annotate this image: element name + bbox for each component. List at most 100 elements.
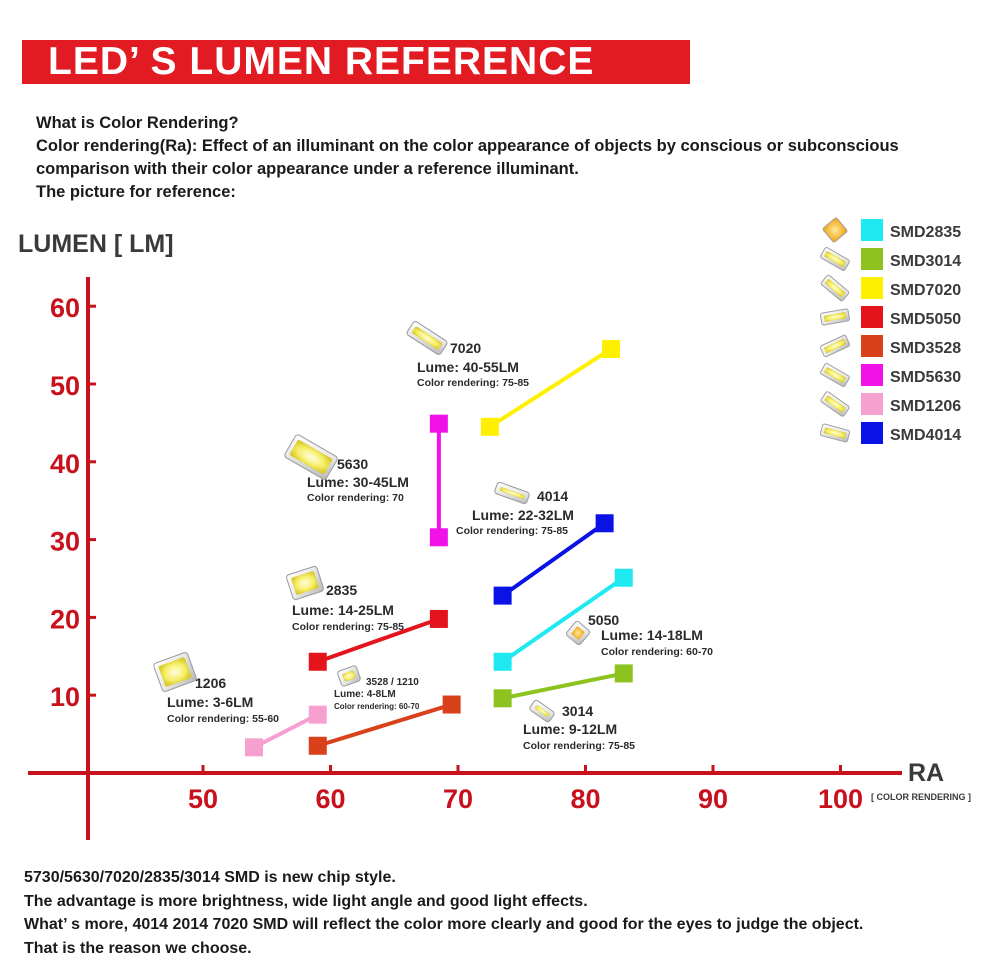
chart-legend: SMD2835 SMD3014 SMD7020 SMD5050 SMD3528 SMD56… bbox=[819, 217, 961, 444]
annotation-lumen: Lume: 14-25LM bbox=[292, 602, 394, 618]
annotation-lumen: Lume: 14-18LM bbox=[601, 627, 703, 643]
legend-chip-icon bbox=[819, 423, 851, 443]
series-line-5050 bbox=[317, 617, 440, 664]
legend-label: SMD3528 bbox=[890, 340, 961, 357]
legend-label: SMD4014 bbox=[890, 427, 961, 444]
annotation-lumen: Lume: 9-12LM bbox=[523, 721, 617, 737]
led-chip-4014-icon bbox=[494, 481, 530, 505]
annotation-lumen: Lume: 22-32LM bbox=[472, 507, 574, 523]
x-tick-label: 80 bbox=[570, 784, 600, 814]
led-chip-3014-icon bbox=[529, 699, 555, 723]
y-tick-label: 60 bbox=[50, 293, 80, 323]
annotation-name: 5050 bbox=[588, 612, 619, 628]
legend-label: SMD1206 bbox=[890, 398, 961, 415]
annotation-color-rendering: Color rendering: 75-85 bbox=[456, 525, 568, 537]
annotation-name: 3528 / 1210 bbox=[366, 677, 419, 688]
title-banner: LED’ S LUMEN REFERENCE bbox=[22, 40, 690, 84]
annotation-lumen: Lume: 3-6LM bbox=[167, 694, 253, 710]
x-tick-label: 60 bbox=[315, 784, 345, 814]
annotation-name: 7020 bbox=[450, 340, 481, 356]
legend-swatch bbox=[861, 248, 883, 270]
legend-label: SMD5630 bbox=[890, 369, 961, 386]
legend-swatch bbox=[861, 335, 883, 357]
legend-swatch bbox=[861, 219, 883, 241]
legend-swatch bbox=[861, 422, 883, 444]
annotation-color-rendering: Color rendering: 75-85 bbox=[292, 621, 404, 633]
led-chip-7020-icon bbox=[406, 321, 448, 355]
legend-swatch bbox=[861, 393, 883, 415]
footer-text: 5730/5630/7020/2835/3014 SMD is new chip… bbox=[24, 866, 994, 960]
x-axis-title: RA bbox=[908, 759, 944, 787]
y-axis-title: LUMEN [ LM] bbox=[18, 230, 174, 258]
legend-label: SMD3014 bbox=[890, 253, 961, 270]
series-line-1206 bbox=[253, 712, 319, 750]
annotation-color-rendering: Color rendering: 60-70 bbox=[334, 702, 420, 711]
data-point-1206 bbox=[308, 705, 327, 724]
data-point-5050 bbox=[308, 652, 327, 671]
data-point-3014 bbox=[493, 689, 512, 708]
chart-axes: LUMEN [ LM] RA [ COLOR RENDERING ] bbox=[18, 230, 971, 840]
page-title: LED’ S LUMEN REFERENCE bbox=[48, 40, 595, 83]
legend-label: SMD7020 bbox=[890, 282, 961, 299]
y-tick-label: 40 bbox=[50, 449, 80, 479]
x-axis-note: [ COLOR RENDERING ] bbox=[871, 792, 971, 802]
legend-chip-icon bbox=[820, 391, 850, 417]
data-point-3528-1210 bbox=[308, 736, 327, 755]
annotation-name: 2835 bbox=[326, 582, 357, 598]
legend-chip-icon bbox=[822, 217, 848, 243]
footer-line-2: The advantage is more brightness, wide l… bbox=[24, 892, 588, 910]
led-chip-5050-icon bbox=[286, 565, 324, 601]
legend-chip-icon bbox=[820, 247, 850, 271]
annotation-name: 5630 bbox=[337, 456, 368, 472]
annotation-color-rendering: Color rendering: 75-85 bbox=[417, 377, 529, 389]
legend-swatch bbox=[861, 364, 883, 386]
data-point-2835 bbox=[614, 568, 633, 587]
annotation-name: 1206 bbox=[195, 675, 226, 691]
footer-line-4: That is the reason we choose. bbox=[24, 939, 252, 957]
legend-chip-icon bbox=[819, 334, 851, 358]
data-point-4014 bbox=[493, 586, 512, 605]
legend-swatch bbox=[861, 306, 883, 328]
legend-chip-icon bbox=[820, 274, 850, 302]
x-tick-label: 100 bbox=[818, 784, 863, 814]
series-line-4014 bbox=[501, 521, 606, 598]
x-tick-label: 50 bbox=[188, 784, 218, 814]
led-chip-2835-icon bbox=[566, 621, 590, 645]
y-tick-label: 50 bbox=[50, 371, 80, 401]
legend-chip-icon bbox=[819, 308, 851, 326]
data-point-7020 bbox=[480, 417, 499, 436]
intro-definition: Color rendering(Ra): Effect of an illumi… bbox=[36, 137, 899, 178]
data-point-4014 bbox=[595, 514, 614, 533]
intro-reference: The picture for reference: bbox=[36, 183, 236, 201]
data-point-1206 bbox=[245, 738, 263, 757]
annotation-lumen: Lume: 30-45LM bbox=[307, 474, 409, 490]
legend-swatch bbox=[861, 277, 883, 299]
data-point-3528-1210 bbox=[442, 695, 461, 714]
annotation-lumen: Lume: 40-55LM bbox=[417, 359, 519, 375]
y-tick-label: 30 bbox=[50, 527, 80, 557]
annotation-name: 4014 bbox=[537, 488, 568, 504]
legend-chip-icon bbox=[820, 363, 850, 387]
footer-line-3: What’ s more, 4014 2014 7020 SMD will re… bbox=[24, 916, 864, 933]
x-tick-label: 70 bbox=[443, 784, 473, 814]
data-point-5630 bbox=[429, 528, 448, 547]
series-line-3014 bbox=[502, 671, 625, 701]
led-chip-3528-icon bbox=[337, 665, 361, 687]
annotation-color-rendering: Color rendering: 55-60 bbox=[167, 713, 279, 725]
led-chip-5630-icon bbox=[284, 434, 338, 480]
annotation-color-rendering: Color rendering: 70 bbox=[307, 492, 404, 504]
annotation-lumen: Lume: 4-8LM bbox=[334, 689, 396, 700]
annotation-name: 3014 bbox=[562, 703, 593, 719]
series-line-3528-1210 bbox=[317, 702, 453, 748]
legend-label: SMD2835 bbox=[890, 224, 961, 241]
series-line-7020 bbox=[488, 347, 613, 429]
intro-text: What is Color Rendering? Color rendering… bbox=[36, 112, 986, 204]
legend-label: SMD5050 bbox=[890, 311, 961, 328]
annotation-color-rendering: Color rendering: 60-70 bbox=[601, 646, 713, 658]
series-line-2835 bbox=[501, 576, 625, 664]
data-point-2835 bbox=[493, 652, 512, 671]
footer-line-1: 5730/5630/7020/2835/3014 SMD is new chip… bbox=[24, 869, 396, 886]
annotation-color-rendering: Color rendering: 75-85 bbox=[523, 740, 635, 752]
y-tick-label: 20 bbox=[50, 604, 80, 634]
led-chip-1206-icon bbox=[153, 652, 197, 692]
